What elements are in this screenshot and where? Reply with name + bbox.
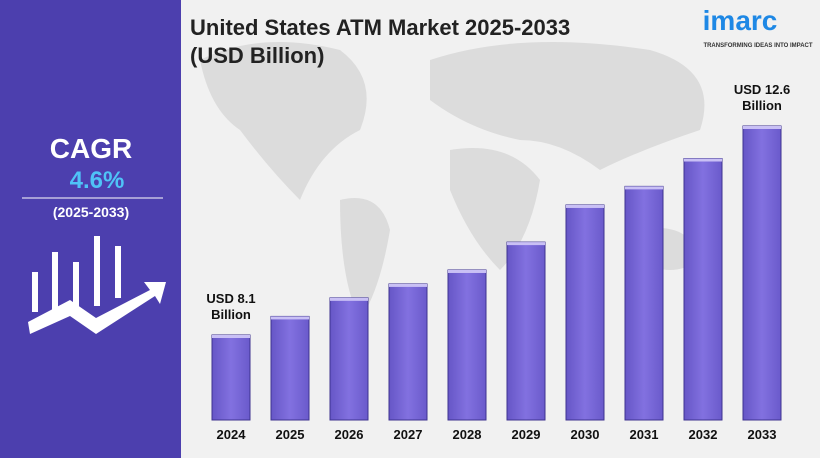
bar [506,241,546,421]
bar-group [329,297,369,421]
bar-group [447,269,487,421]
value-label-box: USD 8.1 Billion [206,291,256,322]
x-tick-label: 2025 [276,427,305,442]
bar [211,334,251,421]
bar-highlight [212,335,250,338]
logo: imarc [703,5,778,36]
bar-highlight [271,316,309,320]
bar-highlight [566,204,604,208]
x-tick-label: 2026 [335,427,364,442]
value-label-box: USD 12.6 Billion [733,82,791,113]
bar-highlight [389,283,427,287]
bar [683,158,723,421]
bar-group [624,185,664,421]
bar-highlight [507,242,545,246]
bar [329,297,369,421]
cagr-period: (2025-2033) [53,204,129,220]
bar [742,125,782,421]
x-tick-label: 2024 [217,427,247,442]
cagr-value: 4.6% [70,167,125,194]
bar [565,204,605,421]
x-tick-label: 2032 [689,427,718,442]
world-map [200,42,705,320]
bar-highlight [625,186,663,190]
logo-tagline: TRANSFORMING IDEAS INTO IMPACT [703,43,812,49]
bar-highlight [743,126,781,129]
x-tick-label: 2030 [571,427,600,442]
bar-highlight [448,269,486,273]
value-label: USD 8.1 Billion [206,291,256,322]
value-label: USD 12.6 Billion [733,82,791,113]
x-tick-label: 2028 [453,427,482,442]
bar-group [211,334,251,421]
sidebar [0,0,181,458]
cagr-label: CAGR [50,133,132,164]
bar-highlight [330,297,368,301]
x-tick-label: 2031 [630,427,659,442]
x-tick-label: 2029 [512,427,541,442]
bar-group [388,283,428,421]
bar-group [683,158,723,421]
bar [624,185,664,421]
growth-icon [28,236,166,334]
bar [447,269,487,421]
bar-group [565,204,605,421]
bar [388,283,428,421]
x-tick-label: 2027 [394,427,423,442]
bar-group [506,241,546,421]
bar-group [742,125,782,421]
bar [270,315,310,421]
x-tick-label: 2033 [748,427,777,442]
bar-group [270,315,310,421]
bar-highlight [684,158,722,162]
chart-title: United States ATM Market 2025-2033 (USD … [190,15,571,68]
